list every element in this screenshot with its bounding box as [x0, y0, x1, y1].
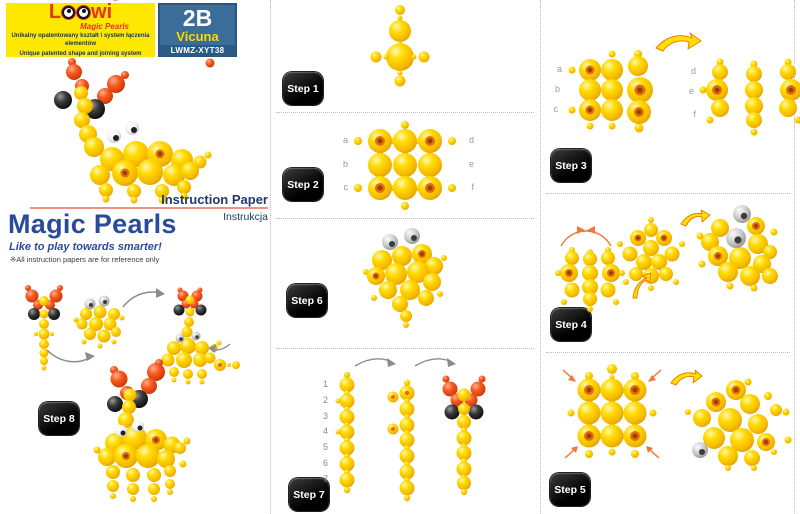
grid-label: f: [693, 109, 696, 119]
chain-number: 1: [322, 379, 328, 389]
header-subtitle: Instrukcja: [223, 211, 268, 223]
header-title: Instruction Paper: [161, 192, 268, 207]
reference-note: ※All instruction papers are for referenc…: [10, 255, 160, 264]
step4-model-folded: [617, 217, 685, 291]
step8-arrow-2: [122, 288, 165, 308]
step3-model-after: [699, 58, 800, 136]
logo-letters-wi: wi: [91, 1, 113, 24]
step3-arrow: [655, 32, 702, 52]
kit-code: 2B: [182, 5, 213, 31]
panel-divider: [546, 193, 790, 194]
step1-model: [370, 5, 430, 87]
step6-model: [363, 228, 447, 328]
grid-label: c: [553, 104, 559, 114]
step8-neck-piece: [25, 285, 63, 371]
kit-box: 2B Vicuna LWMZ-XYT38: [158, 3, 237, 57]
grid-label: a: [342, 135, 348, 145]
chain-number: 5: [322, 442, 328, 452]
header-underline: [30, 207, 268, 209]
step-8-badge: Step 8: [39, 402, 79, 435]
panel-divider: [276, 348, 534, 349]
brand-logo: L wi ✹ Magic Pearls Unikalny opatentowan…: [6, 0, 155, 57]
step2-model: [354, 121, 456, 210]
step4-arrow-up: [632, 272, 652, 299]
step8-small-piece: [214, 359, 240, 371]
grid-label: e: [468, 159, 474, 169]
step8-arrow-1: [46, 349, 95, 363]
googly-eye-icon: [77, 5, 91, 19]
step4-arrow-right: [680, 209, 711, 227]
step-2-badge: Step 2: [283, 168, 323, 201]
step3-model-before: [568, 50, 653, 133]
step-6-badge: Step 6: [287, 284, 327, 317]
step5-corner-arrows: [562, 369, 662, 459]
step4-fold-arrows: [560, 226, 612, 247]
kit-model-number: LWMZ-XYT38: [160, 44, 235, 57]
googly-eye-icon: [62, 5, 76, 19]
panel-divider: [276, 218, 534, 219]
panel-divider: [546, 352, 790, 353]
chain-number: 3: [322, 411, 328, 421]
grid-label: d: [690, 66, 696, 76]
chain-number: 4: [322, 426, 328, 436]
grid-label: a: [556, 64, 562, 74]
chain-number: 2: [322, 395, 328, 405]
logo-subtitle: Magic Pearls: [80, 22, 129, 32]
step4-model-flat: [555, 247, 625, 312]
product-title: Magic Pearls: [8, 209, 177, 239]
step7-arrow-1: [354, 358, 393, 367]
step8-final-model: [93, 359, 191, 502]
logo-letter-l: L: [48, 1, 62, 24]
product-slogan: Like to play towards smarter!: [9, 241, 162, 253]
spark-icon: ✹: [112, 0, 120, 3]
grid-label: b: [342, 159, 348, 169]
step7-arrow-2: [414, 358, 453, 367]
panel-divider: [276, 112, 534, 113]
grid-label: b: [554, 84, 560, 94]
step-1-badge: Step 1: [283, 72, 323, 105]
step5-arrow: [670, 369, 703, 386]
step8-assembled-model: [161, 287, 222, 385]
grid-label: c: [343, 182, 349, 192]
logo-wordmark: L wi ✹: [48, 0, 119, 24]
chain-number: 6: [322, 458, 328, 468]
grid-label: e: [688, 86, 694, 96]
finished-model-photo: [54, 58, 215, 204]
kit-name: Vicuna: [176, 29, 219, 45]
column-divider: [794, 0, 795, 514]
step5-model-grid: [562, 364, 662, 459]
step7-models: [335, 358, 486, 502]
step8-body-piece: [73, 295, 125, 349]
tagline-english: Unique patented shape and joining system: [19, 50, 142, 57]
grid-label: f: [471, 182, 474, 192]
column-divider: [270, 0, 271, 514]
tagline-polish: Unikalny opatentowany kształt i system ł…: [11, 33, 150, 48]
step8-arrow-3: [208, 343, 231, 353]
step5-model-folded: [685, 378, 792, 471]
step-5-badge: Step 5: [550, 473, 590, 506]
step-3-badge: Step 3: [551, 149, 591, 182]
step4-model-with-eyes: [696, 205, 778, 292]
grid-label: d: [468, 135, 474, 145]
step-4-badge: Step 4: [551, 308, 591, 341]
step-7-badge: Step 7: [289, 478, 329, 511]
column-divider: [540, 0, 541, 514]
chain-number: 7: [322, 474, 328, 484]
